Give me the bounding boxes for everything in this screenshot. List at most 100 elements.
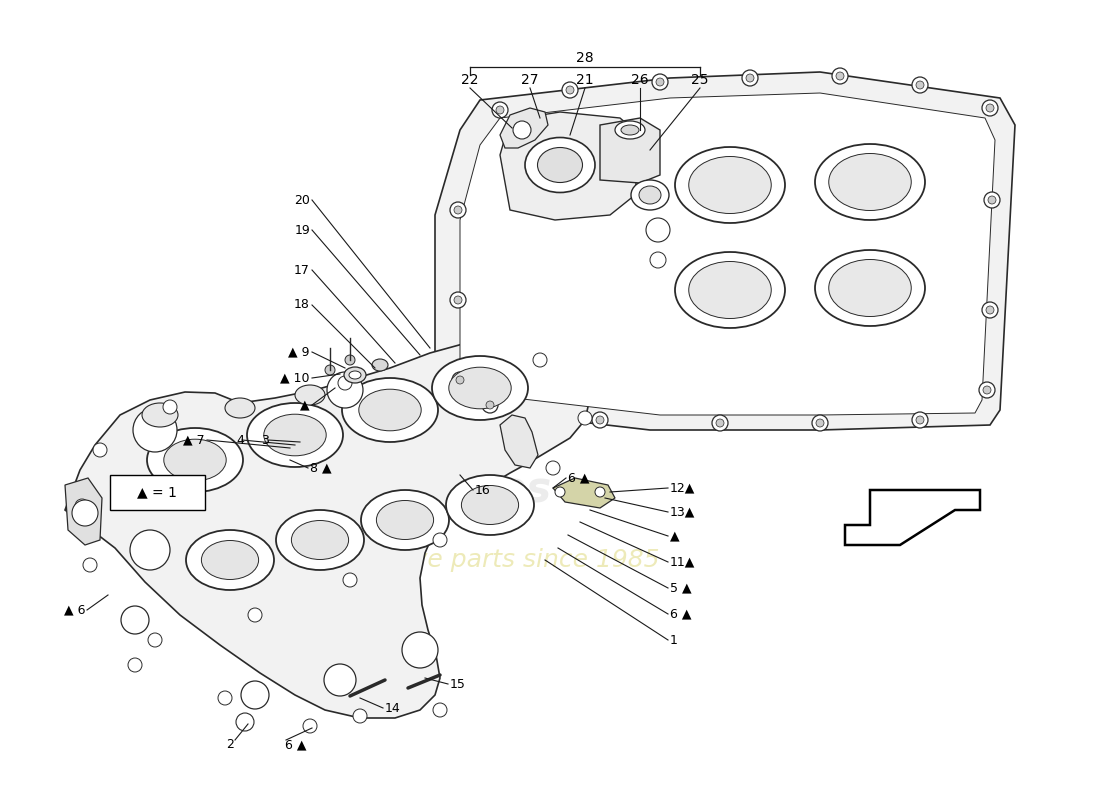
Circle shape <box>982 302 998 318</box>
Ellipse shape <box>295 385 324 405</box>
Circle shape <box>746 74 754 82</box>
Polygon shape <box>500 415 538 468</box>
Ellipse shape <box>201 541 258 579</box>
Circle shape <box>983 386 991 394</box>
Circle shape <box>979 382 996 398</box>
Ellipse shape <box>689 262 771 318</box>
Text: eurospares: eurospares <box>288 469 551 511</box>
Circle shape <box>812 415 828 431</box>
Circle shape <box>163 400 177 414</box>
Circle shape <box>650 252 666 268</box>
Polygon shape <box>845 490 980 545</box>
Text: ▲ 6: ▲ 6 <box>64 603 85 617</box>
Circle shape <box>94 443 107 457</box>
Text: 11▲: 11▲ <box>670 555 695 569</box>
Ellipse shape <box>376 501 433 539</box>
Circle shape <box>546 461 560 475</box>
Circle shape <box>513 121 531 139</box>
Text: ▲ 9: ▲ 9 <box>288 346 310 358</box>
Circle shape <box>302 719 317 733</box>
Ellipse shape <box>449 367 512 409</box>
Text: ▲ 10: ▲ 10 <box>280 371 310 385</box>
Circle shape <box>646 218 670 242</box>
Polygon shape <box>434 72 1015 430</box>
Ellipse shape <box>525 138 595 193</box>
Circle shape <box>836 72 844 80</box>
Circle shape <box>988 196 996 204</box>
Circle shape <box>832 68 848 84</box>
Ellipse shape <box>828 259 911 317</box>
Ellipse shape <box>432 356 528 420</box>
Circle shape <box>327 372 363 408</box>
Circle shape <box>68 488 92 512</box>
Ellipse shape <box>621 125 639 135</box>
Circle shape <box>592 412 608 428</box>
Text: 12▲: 12▲ <box>670 482 695 494</box>
Polygon shape <box>600 118 660 183</box>
Ellipse shape <box>342 378 438 442</box>
Text: ▲ = 1: ▲ = 1 <box>138 485 177 499</box>
Circle shape <box>916 81 924 89</box>
Circle shape <box>496 106 504 114</box>
Ellipse shape <box>186 530 274 590</box>
Ellipse shape <box>639 186 661 204</box>
Circle shape <box>338 376 352 390</box>
Ellipse shape <box>689 157 771 214</box>
Circle shape <box>916 416 924 424</box>
Ellipse shape <box>631 180 669 210</box>
Text: ▲: ▲ <box>300 398 310 411</box>
Circle shape <box>452 372 468 388</box>
Circle shape <box>742 70 758 86</box>
Circle shape <box>712 415 728 431</box>
Ellipse shape <box>349 371 361 379</box>
Text: 6 ▲: 6 ▲ <box>670 607 692 621</box>
Circle shape <box>433 533 447 547</box>
Ellipse shape <box>372 359 388 371</box>
Text: 1: 1 <box>670 634 678 646</box>
Text: 6 ▲: 6 ▲ <box>285 738 307 751</box>
Circle shape <box>912 77 928 93</box>
Text: 3: 3 <box>261 434 268 446</box>
Ellipse shape <box>292 521 349 559</box>
Circle shape <box>248 608 262 622</box>
FancyBboxPatch shape <box>110 475 205 510</box>
Circle shape <box>433 703 447 717</box>
Circle shape <box>218 691 232 705</box>
Circle shape <box>716 419 724 427</box>
Ellipse shape <box>538 147 583 182</box>
Circle shape <box>456 376 464 384</box>
Ellipse shape <box>248 403 343 467</box>
Text: 16: 16 <box>475 483 491 497</box>
Polygon shape <box>460 93 996 415</box>
Circle shape <box>236 713 254 731</box>
Circle shape <box>534 353 547 367</box>
Circle shape <box>128 658 142 672</box>
Ellipse shape <box>142 403 178 427</box>
Circle shape <box>130 530 170 570</box>
Text: 4: 4 <box>236 434 244 446</box>
Ellipse shape <box>675 252 785 328</box>
Circle shape <box>656 78 664 86</box>
Ellipse shape <box>226 398 255 418</box>
Circle shape <box>450 292 466 308</box>
Circle shape <box>402 632 438 668</box>
Circle shape <box>454 296 462 304</box>
Text: 17: 17 <box>294 263 310 277</box>
Ellipse shape <box>461 486 518 525</box>
Text: 13▲: 13▲ <box>670 506 695 518</box>
Text: 22: 22 <box>461 73 478 87</box>
Circle shape <box>912 412 928 428</box>
Text: 14: 14 <box>385 702 400 714</box>
Circle shape <box>324 664 356 696</box>
Circle shape <box>482 397 498 413</box>
Circle shape <box>72 500 98 526</box>
Circle shape <box>148 633 162 647</box>
Ellipse shape <box>361 490 449 550</box>
Ellipse shape <box>359 389 421 430</box>
Circle shape <box>652 74 668 90</box>
Ellipse shape <box>815 250 925 326</box>
Circle shape <box>986 104 994 112</box>
Circle shape <box>454 206 462 214</box>
Circle shape <box>595 487 605 497</box>
Polygon shape <box>65 340 590 718</box>
